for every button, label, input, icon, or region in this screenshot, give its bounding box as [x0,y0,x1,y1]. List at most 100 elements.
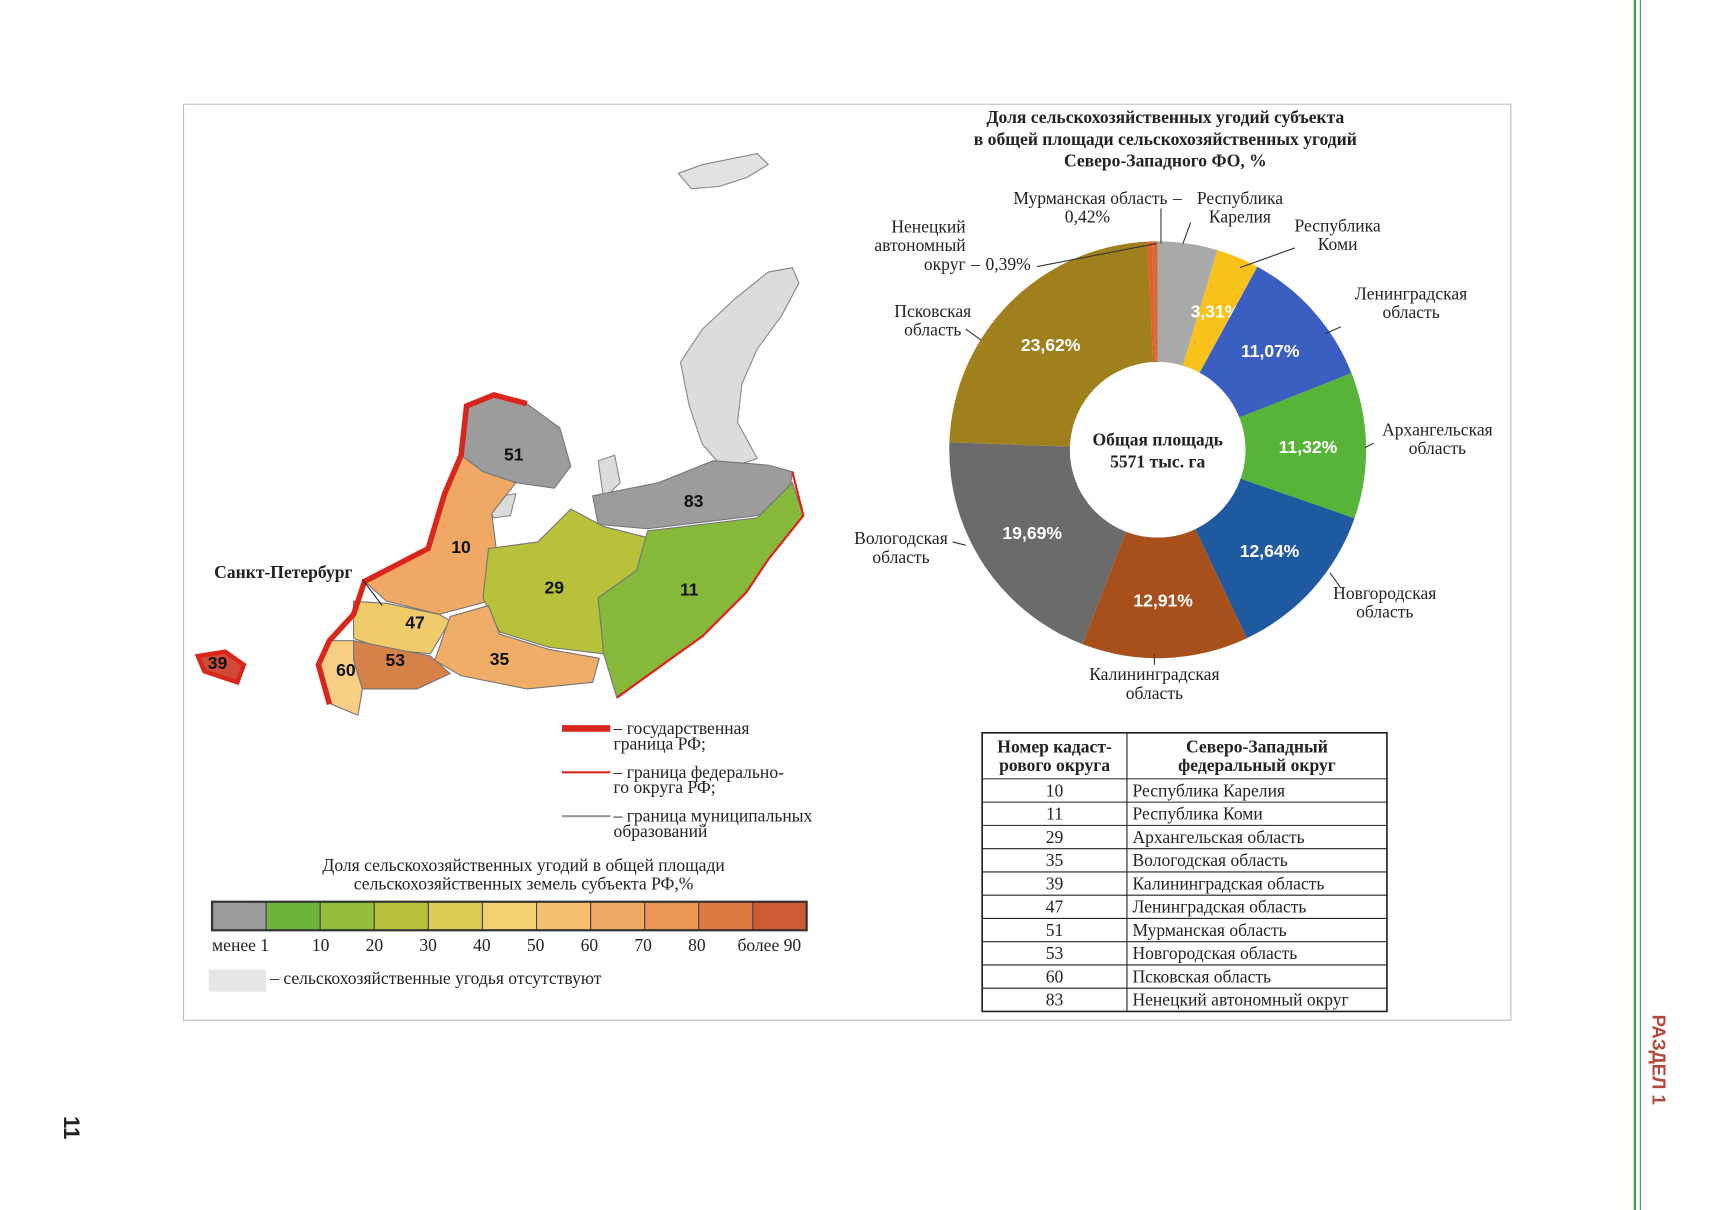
category-label-line: область [1126,683,1183,703]
leader-line [952,541,966,546]
value-label-outside-line: 0,39% [985,254,1031,274]
table-cell: 51 [1046,920,1064,940]
region-number: 51 [504,445,524,465]
region-number-line: 60 [336,660,356,680]
leader-line [965,328,982,341]
scale-title-line: сельскохозяйственных земель субъекта РФ,… [354,874,694,894]
scale-label: более 90 [737,935,801,955]
value-label: 11,07% [1241,341,1300,361]
donut-segment [1199,266,1352,418]
table-cell: 39 [1046,873,1064,893]
scale-swatch [481,901,538,931]
legend-text: – государственная граница РФ; [613,718,750,753]
leader-line [1364,442,1375,449]
table-cell: Республика Карелия [1132,780,1285,800]
scale-label-line: 80 [688,935,706,955]
table-header-line: федеральный округ [1178,755,1336,775]
legend-text-line: – граница муниципальных [613,806,813,826]
scale-label-line: более 90 [737,935,801,955]
scale-swatch [536,901,592,931]
chart-title-line: Северо-Западного ФО, % [1064,151,1267,171]
scale-label: 70 [634,935,652,955]
donut-segment [1082,529,1247,659]
region-number: 35 [490,649,510,669]
chart-title: Доля сельскохозяйственных угодий субъект… [974,107,1357,171]
scale-swatch [427,901,484,931]
value-label: 12,64% [1240,541,1300,561]
table-header: Номер кадаст-рового округа [997,737,1112,776]
category-label: Республика Коми [1295,215,1381,254]
scale-label-line: 70 [634,935,652,955]
value-label-line: 11,07% [1241,341,1300,361]
table-cell: Ненецкий автономный округ [1132,990,1348,1010]
value-label-outside: 0,39% [985,254,1031,274]
category-label-line: автономный [874,235,965,255]
region-number-line: 53 [385,650,405,670]
category-label: Ленинградская область [1355,283,1467,322]
category-label-line: область [1409,438,1466,458]
value-label-line: 12,91% [1133,591,1193,611]
region-number: 53 [385,650,405,670]
legend-text: – граница муниципальных образований [613,806,813,841]
leader-line [1329,572,1342,589]
page-number: 11 [59,1116,84,1139]
city-label: Санкт-Петербург [214,562,352,582]
map-region [353,600,451,655]
category-label-line: Ленинградская [1355,283,1467,303]
value-label: 23,62% [1021,335,1081,355]
region-number-line: 35 [490,649,510,669]
table-cell: 10 [1046,780,1064,800]
legend-text-line: образований [614,821,708,841]
absent-label-line: – сельскохозяйственные угодья отсутствую… [269,968,602,988]
category-label-line: Ненецкий [891,217,965,237]
scale-label-line: 50 [527,935,545,955]
category-label: Калининградская область [1089,664,1219,703]
center-label-line: Общая площадь [1092,429,1222,449]
region-number: 29 [545,577,565,597]
table-cell-line: 11 [1046,804,1063,824]
region-number-line: 10 [451,537,471,557]
region-number-line: 47 [405,613,425,633]
category-label-line: область [1356,602,1413,622]
table-cell-line: Калининградская область [1132,873,1324,893]
region-number-line: 29 [545,577,565,597]
table-cell-line: 53 [1046,943,1064,963]
legend-text: – граница федерально-го округа РФ; [613,762,785,797]
value-label-line: 11,32% [1279,437,1338,457]
legend-text-line: граница РФ; [614,733,706,753]
island [677,152,770,190]
region-number: 60 [336,660,356,680]
category-label-line: область [1382,302,1439,322]
federal-border [616,471,805,699]
center-label-line: 5571 тыс. га [1110,451,1205,471]
scale-frame [210,900,808,932]
legend-text-line: – граница федерально- [613,762,785,782]
table-cell: Псковская область [1132,966,1271,986]
donut-segment [1239,373,1367,519]
label-separator: – [970,254,980,274]
table-cell-line: Новгородская область [1132,943,1297,963]
table-header-line: рового округа [999,755,1110,775]
label-separator-line: – [1172,188,1182,208]
category-label-line: Псковская [894,301,971,321]
table-cell: Новгородская область [1132,943,1297,963]
category-label-line: Мурманская область [1013,188,1167,208]
scale-swatch [211,901,267,931]
city-label-line: Санкт-Петербург [214,562,352,582]
scale-swatch [590,901,646,931]
table-cell-line: 47 [1046,897,1064,917]
table-cell-line: Мурманская область [1132,920,1286,940]
state-border [315,392,528,706]
table-cell: 60 [1046,966,1064,986]
table-header-line: Номер кадаст- [997,737,1112,757]
table-cell-line: 60 [1046,966,1064,986]
table-cell-line: Ленинградская область [1132,897,1306,917]
leader-line [1325,326,1342,334]
value-label: 12,91% [1133,591,1193,611]
donut-hole [1069,362,1246,538]
scale-label-line: 60 [581,935,599,955]
chart-title-line: в общей площади сельскохозяйственных уго… [974,129,1357,149]
value-label-line: 23,62% [1021,335,1081,355]
